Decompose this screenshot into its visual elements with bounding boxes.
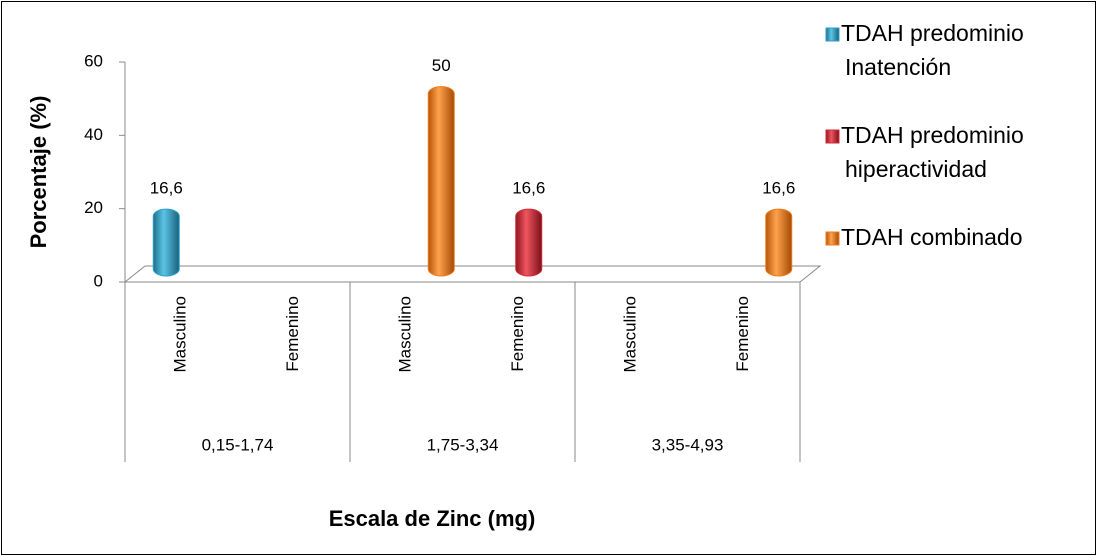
data-label: 16,6	[150, 179, 183, 198]
data-label: 50	[432, 56, 451, 75]
x-tick-label: Masculino	[396, 296, 415, 373]
group-label: 0,15-1,74	[202, 435, 274, 454]
x-tick-label: Femenino	[508, 296, 527, 372]
x-tick-label: Femenino	[733, 296, 752, 372]
x-axis-title: Escala de Zinc (mg)	[329, 506, 536, 531]
legend-label: TDAH combinado	[841, 224, 1023, 250]
group-label: 3,35-4,93	[652, 435, 724, 454]
legend-label: TDAH predominio	[841, 20, 1024, 46]
x-tick-label: Masculino	[171, 296, 190, 373]
x-tick-label: Masculino	[621, 296, 640, 373]
y-tick-label: 60	[84, 51, 103, 70]
bar	[765, 208, 793, 277]
bar	[152, 208, 180, 277]
y-tick-label: 20	[84, 198, 103, 217]
bar	[427, 86, 455, 277]
y-tick-label: 40	[84, 125, 103, 144]
bar	[515, 208, 543, 277]
legend-swatch	[825, 231, 840, 246]
group-label: 1,75-3,34	[427, 435, 499, 454]
legend-swatch	[825, 27, 840, 42]
legend-label: hiperactividad	[845, 156, 987, 182]
legend-label: Inatención	[845, 54, 951, 80]
data-label: 16,6	[512, 179, 545, 198]
x-tick-label: Femenino	[283, 296, 302, 372]
legend-swatch	[825, 129, 840, 144]
data-label: 16,6	[762, 179, 795, 198]
y-tick-label: 0	[94, 271, 103, 290]
legend-label: TDAH predominio	[841, 122, 1024, 148]
y-axis-title: Porcentaje (%)	[26, 96, 51, 249]
